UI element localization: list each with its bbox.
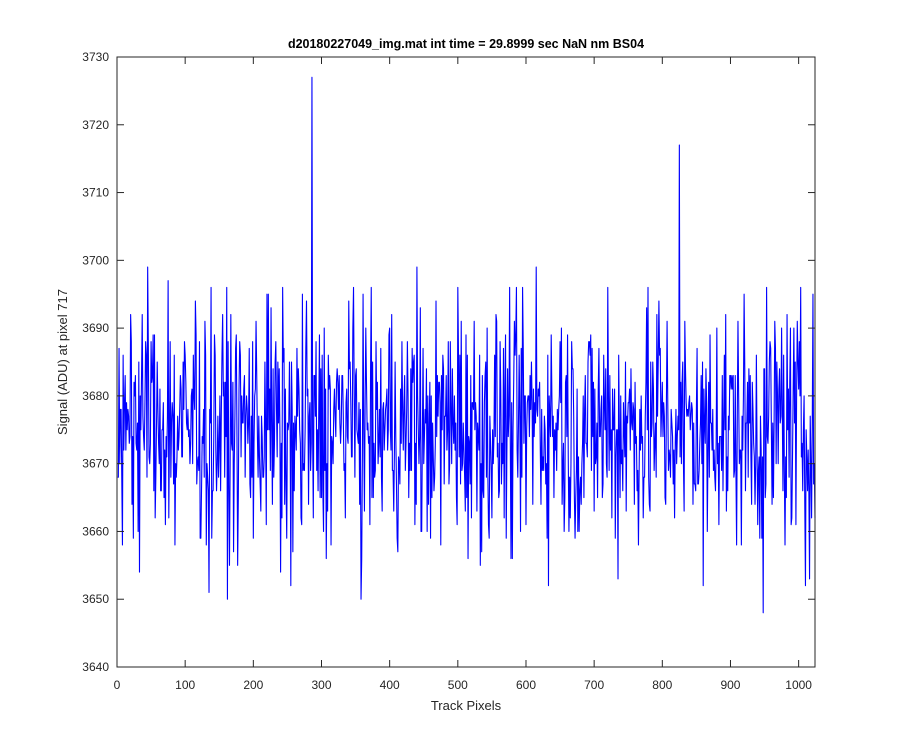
x-tick-label: 300 <box>311 678 331 692</box>
y-tick-label: 3730 <box>82 50 109 64</box>
signal-series-line <box>117 76 816 614</box>
y-tick-label: 3650 <box>82 592 109 606</box>
x-axis-label: Track Pixels <box>431 698 502 713</box>
y-tick-label: 3640 <box>82 660 109 674</box>
x-tick-label: 400 <box>380 678 400 692</box>
y-tick-label: 3720 <box>82 118 109 132</box>
chart-title: d20180227049_img.mat int time = 29.8999 … <box>288 37 644 51</box>
y-tick-label: 3710 <box>82 186 109 200</box>
x-tick-label: 900 <box>720 678 740 692</box>
x-tick-label: 0 <box>114 678 121 692</box>
x-tick-label: 100 <box>175 678 195 692</box>
x-tick-label: 200 <box>243 678 263 692</box>
y-tick-label: 3670 <box>82 457 109 471</box>
x-tick-label: 1000 <box>785 678 812 692</box>
x-tick-label: 800 <box>652 678 672 692</box>
y-tick-label: 3690 <box>82 321 109 335</box>
tick-layer: 0 100 200 300 400 500 600 700 800 900 1000 3640 3650… <box>82 50 815 692</box>
x-tick-label: 700 <box>584 678 604 692</box>
y-tick-label: 3680 <box>82 389 109 403</box>
x-tick-label: 600 <box>516 678 536 692</box>
signal-line-layer <box>117 76 816 614</box>
y-tick-label: 3660 <box>82 524 109 538</box>
y-tick-label: 3700 <box>82 253 109 267</box>
y-axis-label: Signal (ADU) at pixel 717 <box>55 289 70 435</box>
x-tick-label: 500 <box>448 678 468 692</box>
axes-frame <box>116 56 816 668</box>
